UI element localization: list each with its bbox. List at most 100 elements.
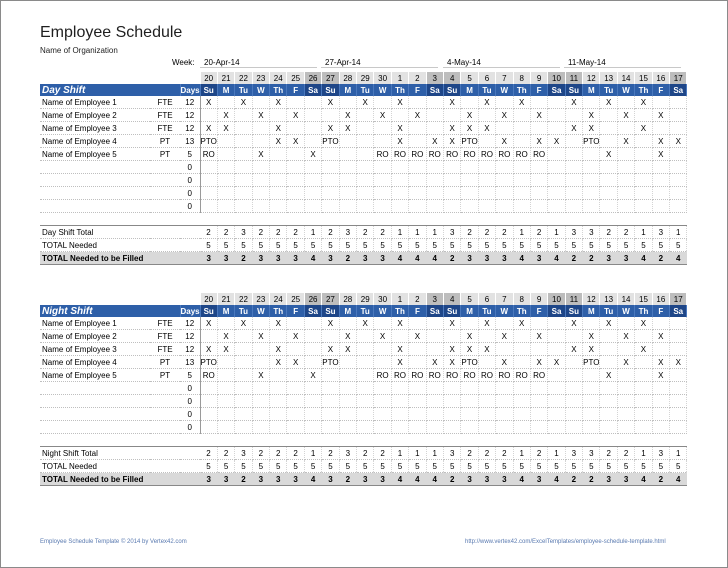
employee-name[interactable]: Name of Employee 2 — [40, 329, 150, 343]
schedule-cell[interactable] — [599, 355, 618, 369]
schedule-cell[interactable]: X — [339, 121, 358, 135]
schedule-cell[interactable] — [617, 394, 636, 408]
schedule-cell[interactable] — [356, 186, 375, 200]
employee-name[interactable]: Name of Employee 3 — [40, 121, 150, 135]
schedule-cell[interactable] — [408, 160, 427, 174]
schedule-cell[interactable] — [426, 121, 444, 135]
schedule-cell[interactable] — [513, 173, 531, 187]
schedule-cell[interactable] — [513, 420, 531, 434]
schedule-cell[interactable] — [217, 381, 236, 395]
schedule-cell[interactable]: X — [565, 317, 584, 330]
schedule-cell[interactable] — [460, 199, 479, 213]
schedule-cell[interactable] — [669, 329, 688, 343]
schedule-cell[interactable] — [304, 394, 323, 408]
schedule-cell[interactable] — [286, 420, 305, 434]
schedule-cell[interactable] — [339, 394, 358, 408]
employee-name[interactable]: Name of Employee 1 — [40, 317, 150, 330]
schedule-cell[interactable]: RO — [426, 147, 444, 161]
schedule-cell[interactable] — [286, 160, 305, 174]
schedule-cell[interactable] — [582, 199, 601, 213]
schedule-cell[interactable] — [252, 173, 271, 187]
schedule-cell[interactable] — [339, 407, 358, 421]
schedule-cell[interactable]: RO — [495, 147, 514, 161]
employee-name[interactable] — [40, 381, 150, 395]
schedule-cell[interactable] — [286, 147, 305, 161]
schedule-cell[interactable]: X — [443, 342, 462, 356]
schedule-cell[interactable] — [582, 420, 601, 434]
schedule-cell[interactable] — [356, 420, 375, 434]
schedule-cell[interactable] — [373, 342, 392, 356]
schedule-cell[interactable] — [582, 317, 601, 330]
schedule-cell[interactable] — [339, 368, 358, 382]
schedule-cell[interactable] — [478, 420, 497, 434]
employee-name[interactable] — [40, 186, 150, 200]
schedule-cell[interactable]: X — [286, 355, 305, 369]
schedule-cell[interactable] — [599, 160, 618, 174]
schedule-cell[interactable] — [217, 160, 236, 174]
schedule-cell[interactable]: RO — [495, 368, 514, 382]
schedule-cell[interactable] — [234, 368, 253, 382]
schedule-cell[interactable] — [217, 96, 236, 109]
schedule-cell[interactable] — [634, 381, 653, 395]
schedule-cell[interactable] — [617, 317, 636, 330]
schedule-cell[interactable]: X — [391, 96, 410, 109]
schedule-cell[interactable] — [513, 342, 531, 356]
schedule-cell[interactable] — [200, 173, 218, 187]
schedule-cell[interactable]: X — [530, 329, 549, 343]
schedule-cell[interactable] — [495, 394, 514, 408]
schedule-cell[interactable]: X — [460, 121, 479, 135]
schedule-cell[interactable] — [373, 160, 392, 174]
schedule-cell[interactable] — [391, 381, 410, 395]
schedule-cell[interactable] — [426, 342, 444, 356]
schedule-cell[interactable] — [286, 186, 305, 200]
schedule-cell[interactable]: X — [565, 96, 584, 109]
schedule-cell[interactable] — [530, 160, 549, 174]
schedule-cell[interactable] — [669, 342, 688, 356]
schedule-cell[interactable] — [408, 407, 427, 421]
schedule-cell[interactable]: X — [234, 317, 253, 330]
schedule-cell[interactable]: X — [217, 342, 236, 356]
schedule-cell[interactable] — [269, 147, 288, 161]
schedule-cell[interactable] — [547, 317, 566, 330]
schedule-cell[interactable] — [652, 173, 671, 187]
schedule-cell[interactable]: X — [460, 329, 479, 343]
schedule-cell[interactable]: PTO — [200, 355, 218, 369]
schedule-cell[interactable]: X — [460, 108, 479, 122]
schedule-cell[interactable]: X — [495, 355, 514, 369]
schedule-cell[interactable] — [599, 381, 618, 395]
schedule-cell[interactable]: X — [339, 108, 358, 122]
schedule-cell[interactable] — [339, 147, 358, 161]
schedule-cell[interactable]: X — [634, 96, 653, 109]
schedule-cell[interactable] — [513, 186, 531, 200]
employee-name[interactable] — [40, 420, 150, 434]
schedule-cell[interactable] — [200, 199, 218, 213]
schedule-cell[interactable] — [391, 186, 410, 200]
schedule-cell[interactable] — [321, 420, 340, 434]
schedule-cell[interactable]: RO — [408, 368, 427, 382]
schedule-cell[interactable] — [599, 329, 618, 343]
schedule-cell[interactable] — [373, 381, 392, 395]
schedule-cell[interactable]: PTO — [321, 134, 340, 148]
schedule-cell[interactable]: RO — [200, 368, 218, 382]
schedule-cell[interactable] — [530, 342, 549, 356]
schedule-cell[interactable]: X — [582, 108, 601, 122]
schedule-cell[interactable] — [339, 317, 358, 330]
schedule-cell[interactable] — [321, 394, 340, 408]
schedule-cell[interactable] — [391, 420, 410, 434]
schedule-cell[interactable] — [460, 186, 479, 200]
schedule-cell[interactable] — [286, 394, 305, 408]
schedule-cell[interactable] — [286, 96, 305, 109]
schedule-cell[interactable] — [652, 121, 671, 135]
schedule-cell[interactable] — [565, 368, 584, 382]
schedule-cell[interactable] — [582, 173, 601, 187]
schedule-cell[interactable]: X — [304, 368, 323, 382]
schedule-cell[interactable] — [304, 108, 323, 122]
schedule-cell[interactable] — [269, 407, 288, 421]
schedule-cell[interactable]: X — [200, 121, 218, 135]
schedule-cell[interactable]: PTO — [200, 134, 218, 148]
schedule-cell[interactable] — [617, 147, 636, 161]
schedule-cell[interactable] — [234, 199, 253, 213]
schedule-cell[interactable] — [339, 96, 358, 109]
schedule-cell[interactable] — [582, 147, 601, 161]
schedule-cell[interactable]: X — [669, 134, 688, 148]
